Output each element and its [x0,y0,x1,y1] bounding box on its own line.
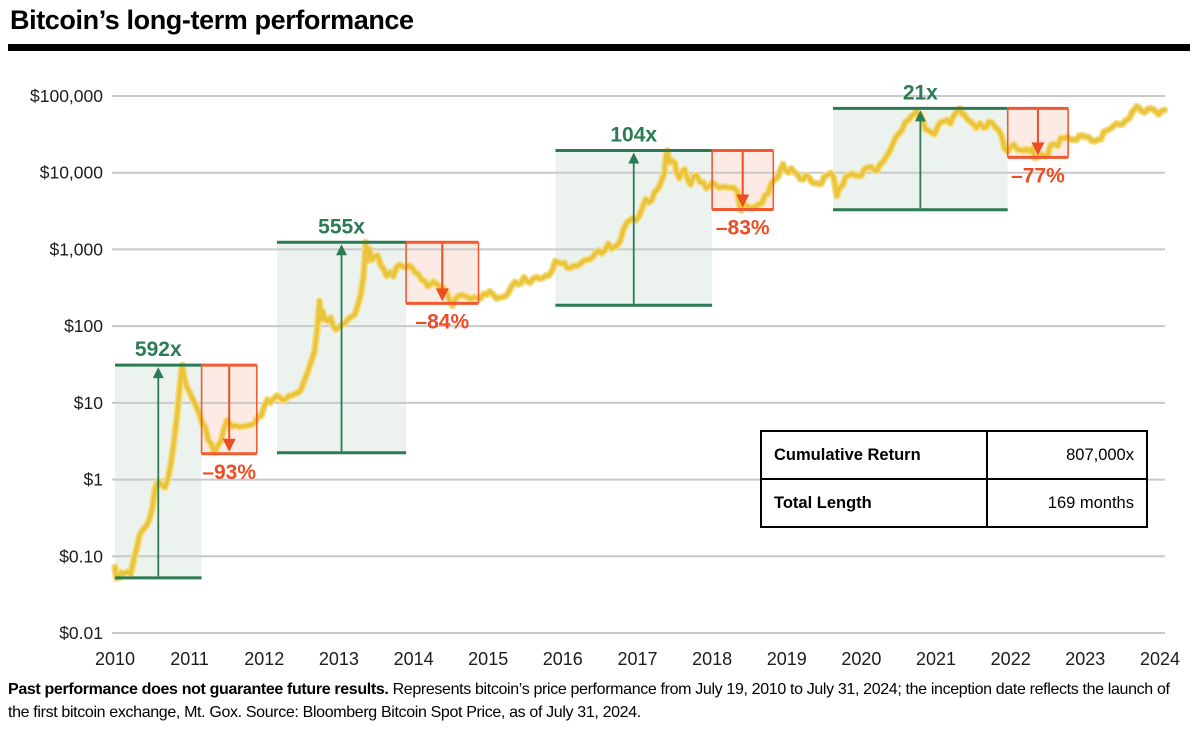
rally-up-arrow-icon [628,152,640,164]
rally-label: 21x [903,81,938,104]
table-row: Cumulative Return 807,000x [760,430,1148,480]
y-axis-tick-label: $0.01 [59,623,103,643]
drawdown-label: –83% [716,217,770,240]
x-axis-tick-label: 2017 [617,649,657,669]
table-row: Total Length 169 months [760,478,1148,528]
x-axis-tick-label: 2019 [767,649,807,669]
x-axis-tick-label: 2023 [1065,649,1105,669]
summary-label-total-length: Total Length [760,478,988,528]
x-axis-tick-label: 2020 [841,649,881,669]
x-axis-tick-label: 2024 [1140,649,1180,669]
drawdown-down-arrow-icon [736,194,750,208]
drawdown-down-arrow-icon [222,438,236,452]
x-axis-tick-label: 2010 [95,649,135,669]
summary-label-cumulative-return: Cumulative Return [760,430,988,480]
summary-value-cumulative-return: 807,000x [986,430,1148,480]
x-axis-tick-label: 2018 [692,649,732,669]
y-axis-tick-label: $10,000 [40,163,104,183]
rally-up-arrow-icon [152,367,164,379]
page-title: Bitcoin’s long-term performance [10,5,414,35]
x-axis-tick-label: 2013 [319,649,359,669]
footnote-disclaimer: Past performance does not guarantee futu… [8,681,389,698]
rally-up-arrow-icon [914,110,926,122]
drawdown-label: –77% [1011,164,1065,187]
x-axis-tick-label: 2014 [394,649,434,669]
y-axis-tick-label: $100 [64,316,103,336]
y-axis-tick-label: $1 [84,470,103,490]
title-rule [8,44,1190,51]
y-axis-tick-label: $0.10 [59,546,103,566]
x-axis-tick-label: 2021 [916,649,956,669]
drawdown-label: –84% [415,310,469,333]
summary-table: Cumulative Return 807,000x Total Length … [760,430,1148,528]
rally-label: 555x [318,215,365,238]
y-axis-tick-label: $10 [74,393,103,413]
footnote: Past performance does not guarantee futu… [8,678,1194,724]
drawdown-down-arrow-icon [1031,142,1045,156]
x-axis-tick-label: 2012 [244,649,284,669]
x-axis-tick-label: 2015 [468,649,508,669]
price-line [113,104,1167,581]
y-axis-tick-label: $1,000 [49,239,103,259]
x-axis-tick-label: 2022 [991,649,1031,669]
rally-up-arrow-icon [336,244,348,256]
x-axis-tick-label: 2011 [170,649,209,669]
summary-value-total-length: 169 months [986,478,1148,528]
y-axis-tick-label: $100,000 [30,86,103,106]
drawdown-down-arrow-icon [435,288,449,302]
drawdown-label: –93% [202,461,256,484]
rally-label: 104x [610,123,657,146]
rally-label: 592x [135,338,182,361]
x-axis-tick-label: 2016 [543,649,583,669]
footnote-source: Represents bitcoin’s price performance f… [8,681,1170,721]
